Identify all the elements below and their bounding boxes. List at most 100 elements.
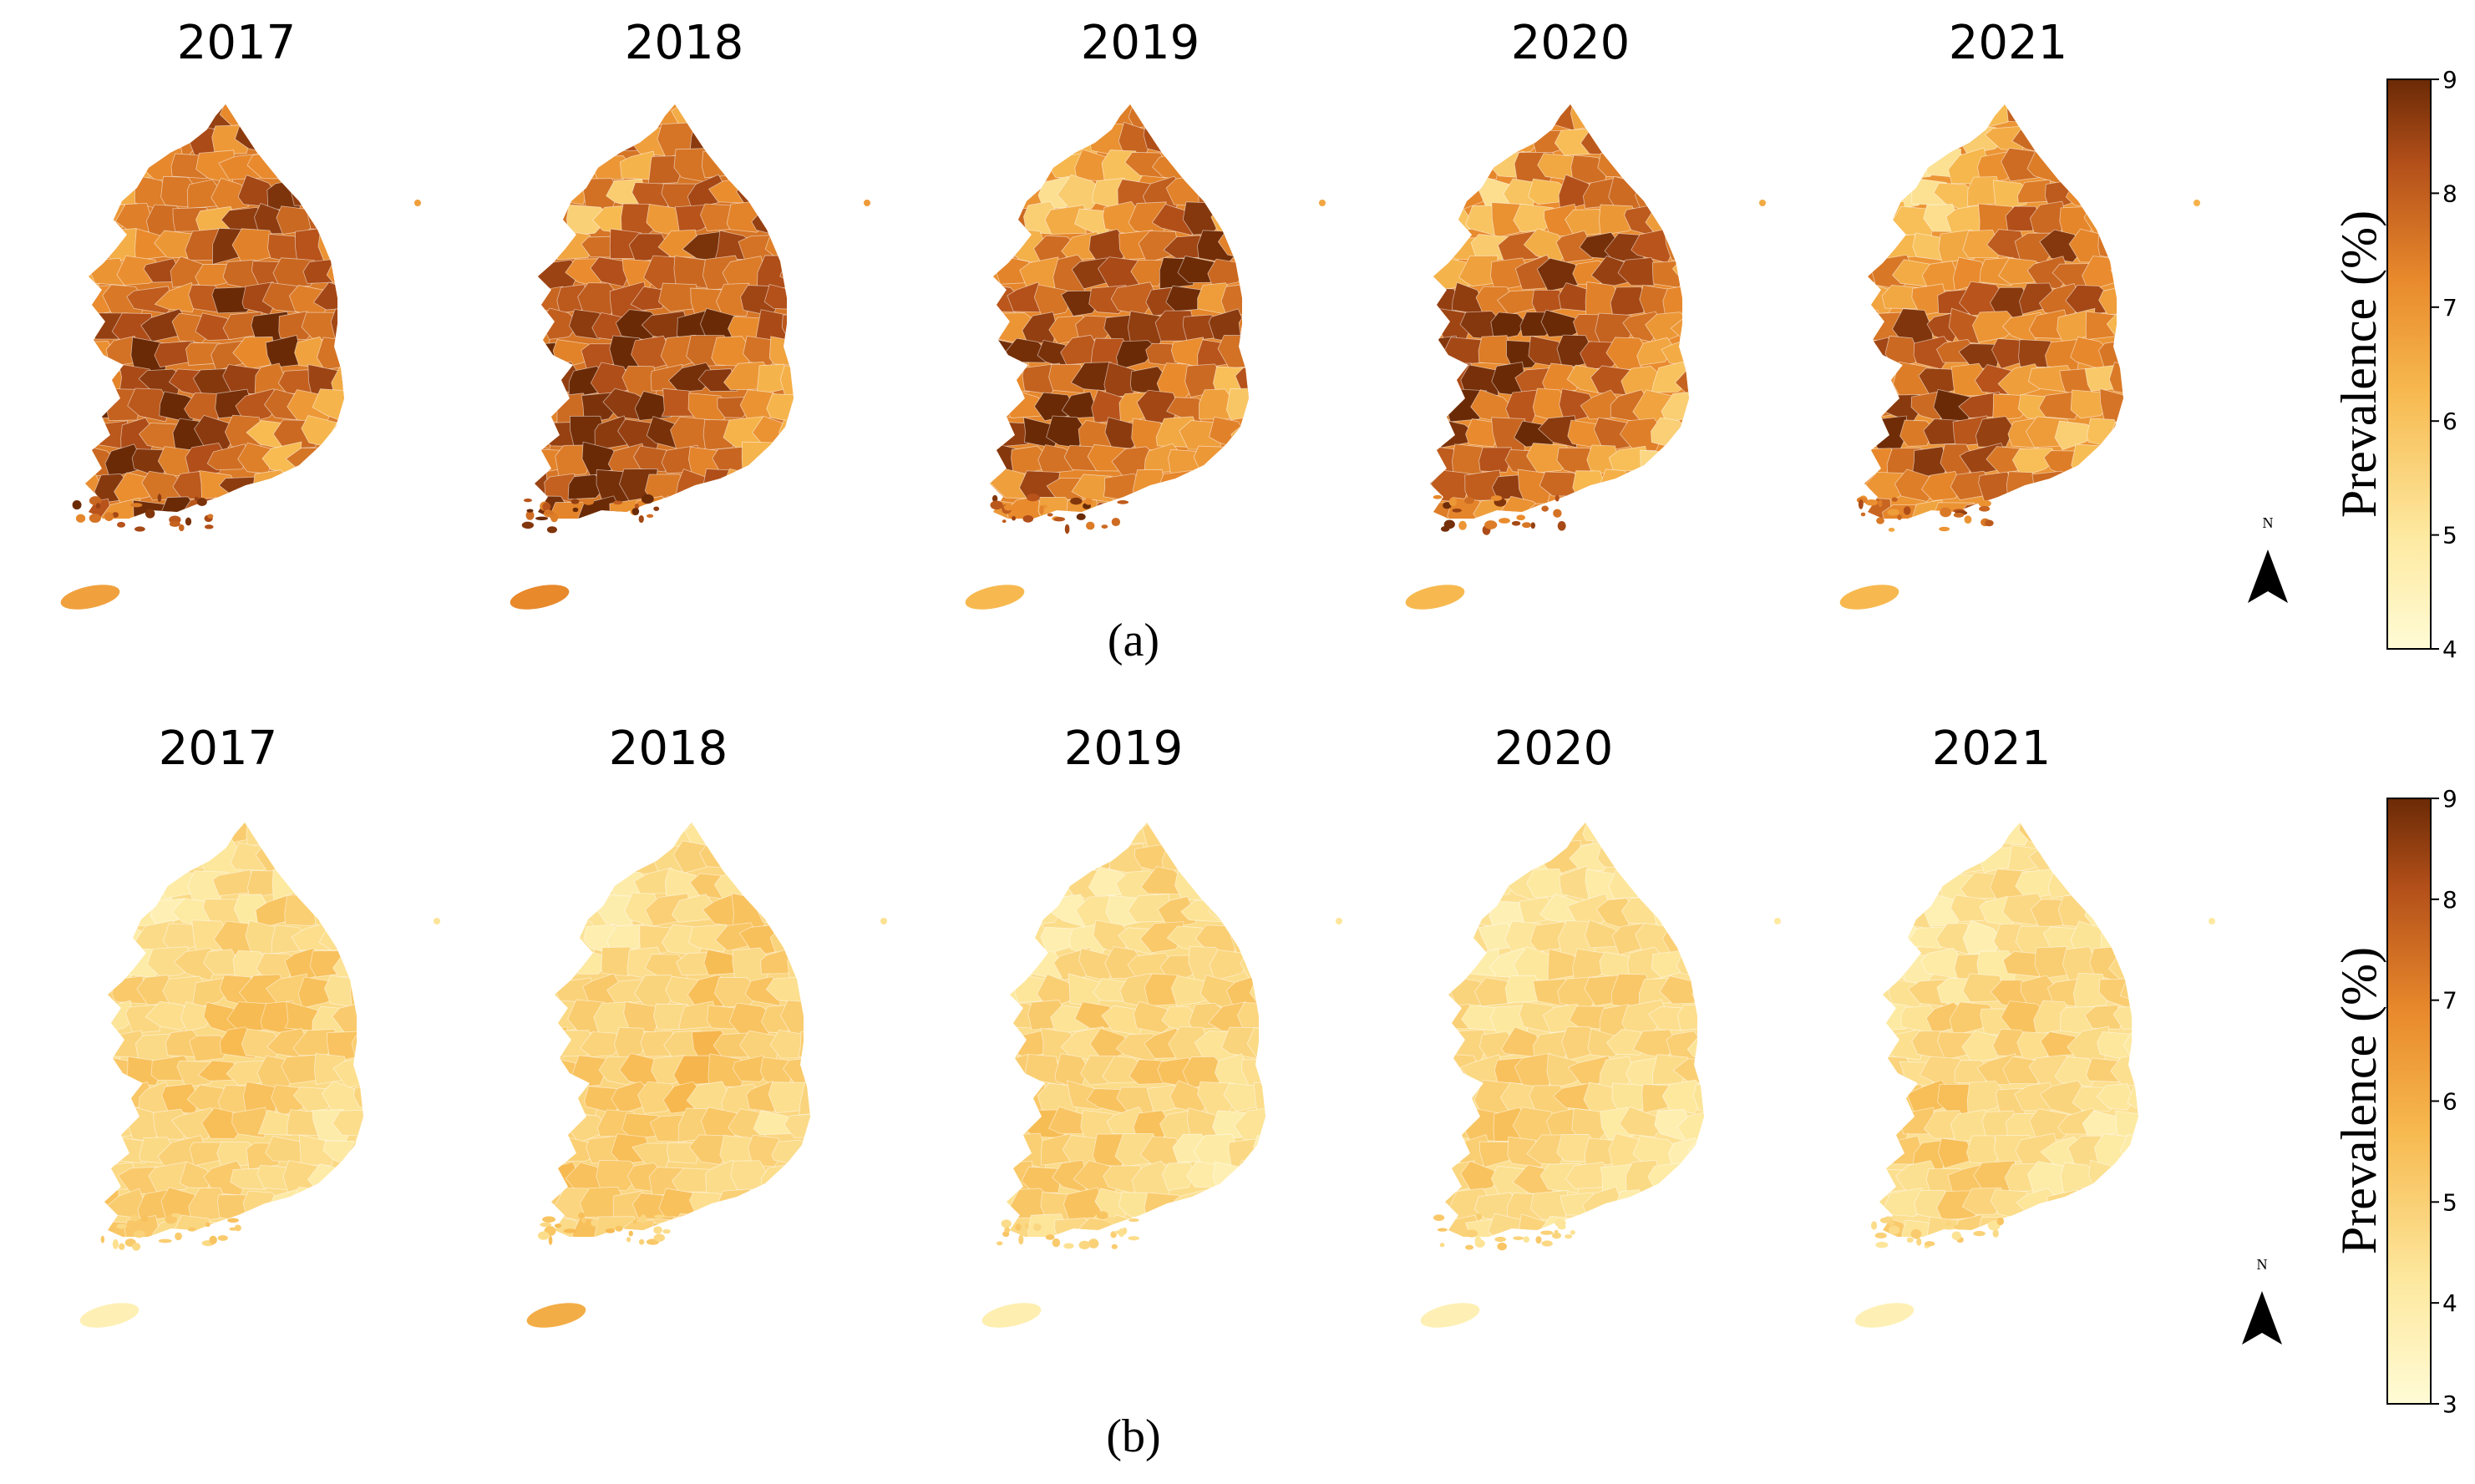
district-region — [1692, 122, 1730, 157]
district-region — [580, 1031, 623, 1057]
district-region — [2018, 823, 2062, 843]
district-region — [91, 151, 131, 179]
district-region — [954, 1134, 996, 1164]
island — [119, 1243, 125, 1250]
district-region — [995, 155, 1039, 182]
island — [169, 521, 180, 527]
district-region — [1674, 838, 1704, 874]
island — [157, 494, 162, 503]
district-region — [1253, 232, 1293, 261]
island — [631, 508, 640, 515]
mainland-districts — [1430, 104, 1730, 519]
island — [1511, 520, 1521, 526]
island — [639, 1214, 647, 1223]
district-region — [2042, 124, 2088, 156]
district-region — [1267, 1002, 1303, 1034]
district-region — [57, 1135, 99, 1168]
district-region — [576, 125, 617, 150]
district-region — [2110, 104, 2123, 130]
district-region — [1233, 1214, 1265, 1237]
district-region — [535, 364, 554, 393]
district-region — [1430, 447, 1435, 478]
district-region — [1701, 892, 1704, 927]
district-region — [2006, 104, 2041, 124]
district-region — [956, 1081, 997, 1113]
district-region — [1879, 869, 1897, 898]
district-region — [52, 813, 97, 848]
district-region — [2079, 469, 2123, 505]
district-region — [236, 499, 280, 519]
year-title-b-2: 2018 — [609, 722, 728, 776]
district-region — [990, 122, 995, 158]
district-region — [1706, 1162, 1739, 1190]
district-region — [1599, 468, 1637, 504]
island — [1897, 514, 1902, 520]
district-region — [104, 1029, 122, 1062]
district-region — [2037, 494, 2082, 519]
district-region — [2097, 178, 2123, 209]
district-region — [1033, 392, 1076, 422]
district-region — [1491, 843, 1534, 874]
district-region — [1662, 283, 1689, 317]
district-region — [1250, 497, 1286, 531]
district-region — [1879, 1114, 1880, 1142]
district-region — [1687, 1190, 1704, 1218]
island — [1888, 1225, 1900, 1235]
district-region — [1430, 281, 1438, 315]
district-region — [85, 125, 115, 156]
map-b-2 — [499, 823, 887, 1328]
district-region — [2068, 866, 2113, 903]
district-region — [1461, 147, 1499, 180]
district-region — [490, 148, 523, 180]
district-region — [1116, 340, 1158, 370]
district-region — [85, 281, 90, 317]
island — [990, 500, 1003, 510]
district-region — [507, 1083, 545, 1110]
district-region — [766, 181, 794, 206]
ulleungdo-island — [1774, 918, 1781, 924]
district-region — [2052, 149, 2094, 185]
colorbar-tick-label: 5 — [2442, 1188, 2457, 1216]
district-region — [307, 205, 344, 230]
island — [1939, 526, 1950, 532]
district-region — [2141, 840, 2183, 875]
district-region — [1247, 177, 1249, 209]
district-region — [1225, 387, 1249, 421]
district-region — [2067, 1187, 2114, 1223]
district-region — [1250, 290, 1288, 313]
district-region — [1430, 147, 1472, 184]
district-region — [699, 839, 746, 869]
district-region — [1398, 1028, 1435, 1055]
district-region — [1517, 104, 1552, 132]
district-region — [1618, 104, 1660, 132]
island — [1943, 1225, 1955, 1230]
district-region — [499, 1035, 544, 1059]
mainland-districts — [1879, 823, 2183, 1237]
district-region — [1920, 842, 1970, 874]
island — [1465, 1229, 1478, 1238]
district-region — [1691, 177, 1729, 205]
island — [1464, 497, 1474, 504]
island — [641, 494, 654, 504]
district-region — [59, 1028, 94, 1056]
district-region — [551, 1052, 555, 1089]
island — [1088, 1238, 1099, 1248]
district-region — [990, 104, 1012, 125]
island — [75, 514, 86, 523]
colorbar-title-b: Prevalence (%) — [2331, 947, 2386, 1254]
district-region — [1157, 896, 1196, 929]
district-region — [1007, 867, 1027, 902]
district-region — [1879, 846, 1883, 869]
district-region — [483, 258, 522, 291]
district-region — [2066, 503, 2115, 519]
district-region — [1445, 920, 1463, 956]
district-region — [56, 1190, 96, 1219]
district-region — [287, 495, 334, 519]
island — [205, 1222, 210, 1228]
district-region — [1161, 1214, 1197, 1237]
district-region — [789, 447, 794, 479]
district-region — [1445, 951, 1449, 979]
district-region — [484, 422, 522, 446]
district-region — [1253, 1081, 1265, 1113]
district-region — [1676, 947, 1704, 978]
